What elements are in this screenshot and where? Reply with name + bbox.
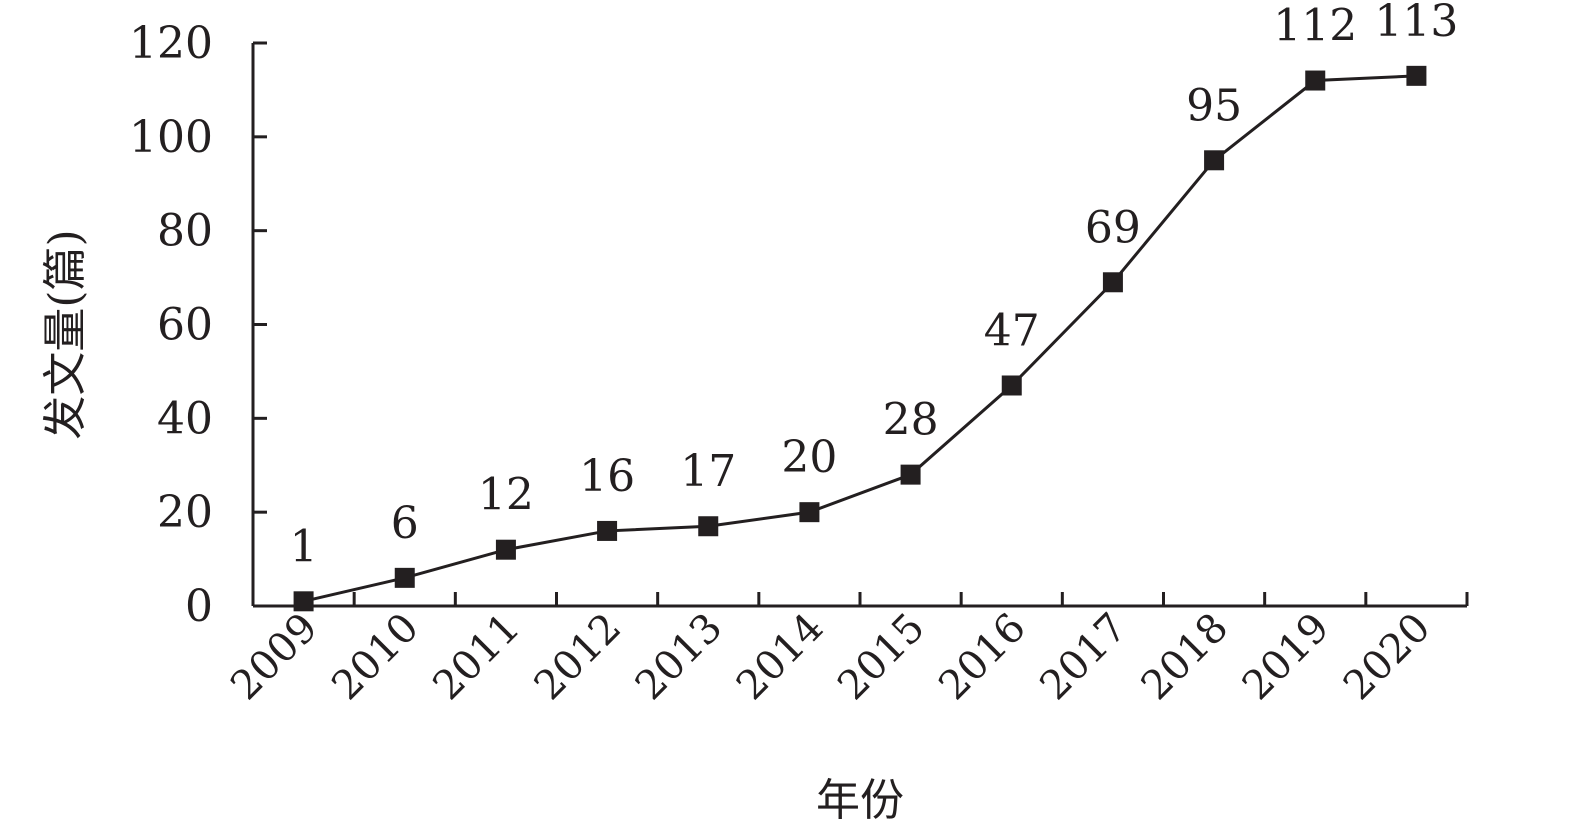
data-label: 12 bbox=[478, 470, 534, 521]
data-label: 112 bbox=[1273, 1, 1357, 52]
data-label: 113 bbox=[1374, 0, 1458, 47]
y-tick-label: 100 bbox=[129, 112, 213, 163]
x-tick-label: 2012 bbox=[526, 605, 631, 710]
x-tick-label: 2019 bbox=[1234, 605, 1339, 710]
x-axis-title: 年份 bbox=[816, 775, 904, 826]
y-ticks: 0 20 40 60 80 100 120 bbox=[129, 18, 267, 632]
y-tick-label: 120 bbox=[129, 18, 213, 69]
x-tick-label: 2016 bbox=[930, 605, 1035, 710]
x-ticks: 2009201020112012201320142015201620172018… bbox=[222, 592, 1469, 710]
data-point bbox=[1102, 272, 1123, 293]
data-label: 1 bbox=[290, 521, 318, 572]
x-tick-label: 2011 bbox=[424, 605, 529, 710]
x-tick-label: 2015 bbox=[829, 605, 934, 710]
data-label: 16 bbox=[579, 451, 635, 502]
x-tick-label: 2018 bbox=[1133, 605, 1238, 710]
data-point bbox=[900, 464, 921, 485]
data-point bbox=[1305, 70, 1326, 91]
data-label: 69 bbox=[1085, 202, 1141, 253]
data-point bbox=[597, 520, 618, 541]
y-axis-title: 发文量(篇) bbox=[40, 229, 91, 439]
data-point bbox=[1204, 150, 1225, 171]
axes bbox=[251, 43, 1467, 608]
x-tick-label: 2009 bbox=[222, 605, 327, 710]
data-point bbox=[394, 567, 415, 588]
data-label: 20 bbox=[781, 432, 837, 483]
data-label: 47 bbox=[984, 305, 1040, 356]
y-tick-label: 60 bbox=[157, 300, 213, 351]
x-tick-label: 2013 bbox=[627, 605, 732, 710]
data-point bbox=[495, 539, 516, 560]
x-tick-label: 2017 bbox=[1031, 605, 1136, 710]
x-tick-label: 2010 bbox=[323, 605, 428, 710]
y-tick-label: 40 bbox=[157, 393, 213, 444]
data-label: 6 bbox=[391, 498, 419, 549]
data-label: 95 bbox=[1186, 80, 1242, 131]
y-tick-label: 20 bbox=[157, 487, 213, 538]
data-label: 28 bbox=[883, 395, 939, 446]
x-tick-label: 2020 bbox=[1335, 605, 1440, 710]
data-point bbox=[799, 502, 820, 523]
y-tick-label: 0 bbox=[185, 581, 213, 632]
x-tick-label: 2014 bbox=[728, 605, 833, 710]
data-point bbox=[293, 591, 314, 612]
data-point bbox=[698, 516, 719, 537]
series-line bbox=[303, 74, 1417, 603]
series-group bbox=[293, 65, 1427, 612]
data-point bbox=[1406, 65, 1427, 86]
data-point bbox=[1001, 375, 1022, 396]
y-tick-label: 80 bbox=[157, 206, 213, 257]
data-label: 17 bbox=[680, 446, 736, 497]
